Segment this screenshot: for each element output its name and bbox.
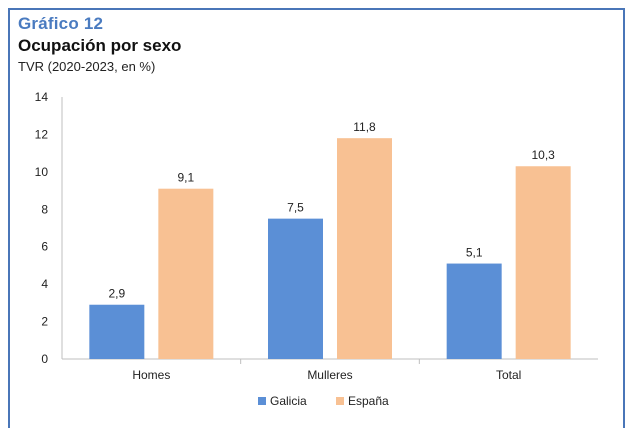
data-label: 7,5: [287, 201, 304, 215]
y-axis: 0 2 4 6 8 10 12 14: [35, 90, 63, 366]
bars: [89, 138, 571, 359]
bar-españa-mulleres: [337, 138, 392, 359]
y-tick-label: 12: [35, 127, 49, 141]
chart-title: Ocupación por sexo: [18, 36, 182, 55]
figure-label: Gráfico 12: [18, 14, 104, 33]
bar-españa-total: [515, 166, 571, 359]
bar-españa-homes: [158, 188, 214, 359]
data-label: 10,3: [531, 148, 555, 162]
bar-galicia-mulleres: [268, 218, 323, 359]
legend-label: España: [348, 394, 389, 408]
bar-galicia-total: [446, 263, 502, 359]
y-tick-label: 0: [41, 352, 48, 366]
data-label: 5,1: [466, 246, 483, 260]
y-tick-label: 6: [41, 240, 48, 254]
data-label: 11,8: [353, 120, 376, 134]
chart-frame: [8, 8, 625, 428]
y-tick-label: 10: [35, 165, 49, 179]
y-tick-label: 4: [41, 277, 48, 291]
data-label: 9,1: [177, 171, 194, 185]
legend: Galicia España: [258, 394, 389, 408]
x-tick-label: Total: [496, 368, 521, 382]
bar-chart: 0 2 4 6 8 10 12 14 Homes Mulleres Total 2,9 9,1 7,5…: [35, 90, 598, 408]
y-tick-label: 2: [41, 315, 48, 329]
x-tick-label: Homes: [132, 368, 170, 382]
y-tick-label: 14: [35, 90, 49, 104]
data-label: 2,9: [108, 287, 125, 301]
chart-subtitle: TVR (2020-2023, en %): [18, 59, 156, 74]
x-axis: Homes Mulleres Total: [62, 358, 598, 382]
legend-swatch-españa: [336, 397, 344, 405]
bar-galicia-homes: [89, 304, 145, 359]
x-tick-label: Mulleres: [307, 368, 352, 382]
data-labels: 2,9 9,1 7,5 11,8 5,1 10,3: [108, 120, 555, 301]
legend-swatch-galicia: [258, 397, 266, 405]
y-tick-label: 8: [41, 202, 48, 216]
legend-label: Galicia: [270, 394, 307, 408]
